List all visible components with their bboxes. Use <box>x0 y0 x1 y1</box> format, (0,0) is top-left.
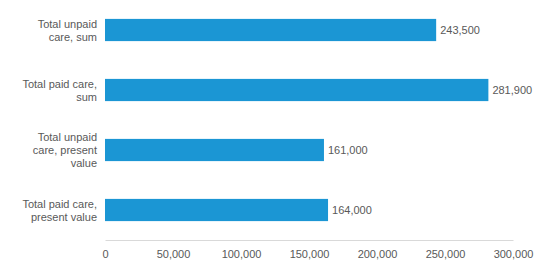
category-label: Total paid care,present value <box>22 198 97 223</box>
y-axis: Total unpaidcare, sum Total paid care,sum… <box>22 1 105 241</box>
axis-line <box>106 240 514 241</box>
tick: 150,000 <box>290 240 330 260</box>
data-label: 281,900 <box>492 84 532 96</box>
bar <box>105 199 328 221</box>
tick: 100,000 <box>222 240 262 260</box>
category-label: Total paid care,sum <box>22 78 97 103</box>
x-axis: 0 50,000 100,000 150,000 200,000 250,000 300,0… <box>102 240 533 260</box>
data-label: 161,000 <box>328 144 368 156</box>
tick: Total unpaidcare, presentvalue <box>33 131 105 169</box>
category-label: Total unpaidcare, presentvalue <box>33 131 97 169</box>
data-label: 164,000 <box>332 204 372 216</box>
tick: 0 <box>102 240 108 260</box>
tick: Total unpaidcare, sum <box>38 18 105 43</box>
tick: Total paid care,sum <box>22 78 105 103</box>
tick-label: 300,000 <box>494 248 534 260</box>
tick-label: 150,000 <box>290 248 330 260</box>
tick: 50,000 <box>157 240 191 260</box>
tick: 300,000 <box>494 240 534 260</box>
tick-label: 50,000 <box>157 248 191 260</box>
tick: 200,000 <box>358 240 398 260</box>
bar <box>105 19 436 41</box>
tick-label: 250,000 <box>426 248 466 260</box>
bar <box>105 79 488 101</box>
tick-label: 200,000 <box>358 248 398 260</box>
data-label: 243,500 <box>440 24 480 36</box>
data-labels: 243,500 281,900 161,000 164,000 <box>328 24 532 216</box>
bars <box>105 19 488 221</box>
tick: 250,000 <box>426 240 466 260</box>
category-label: Total unpaidcare, sum <box>38 18 97 43</box>
plot: 0 50,000 100,000 150,000 200,000 250,000 300,0… <box>22 1 533 260</box>
chart: 0 50,000 100,000 150,000 200,000 250,000 300,0… <box>0 0 552 280</box>
tick-label: 0 <box>102 248 108 260</box>
tick: Total paid care,present value <box>22 198 105 223</box>
tick-label: 100,000 <box>222 248 262 260</box>
bar <box>105 139 324 161</box>
